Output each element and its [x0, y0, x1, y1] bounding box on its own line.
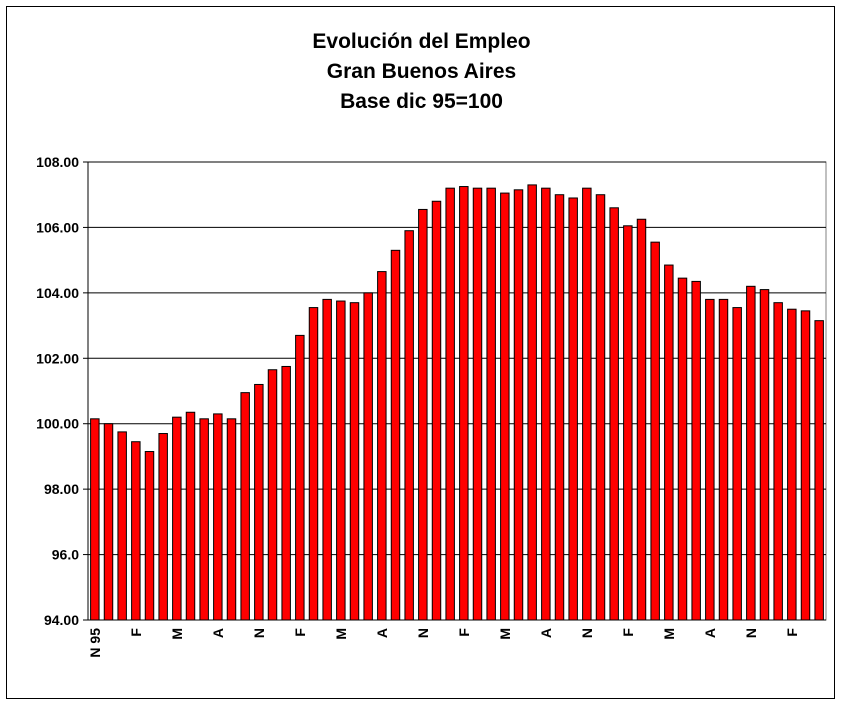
bar [718, 298, 729, 621]
plot-area [87, 161, 827, 621]
bar [650, 241, 660, 621]
bar [513, 189, 524, 621]
x-tick-label: M [333, 628, 349, 640]
bar [308, 307, 319, 621]
bar [172, 416, 182, 621]
bar [787, 308, 797, 621]
x-tick-label: F [620, 628, 636, 637]
bar [418, 208, 428, 621]
y-tick-label: 102.00 [36, 350, 79, 366]
x-tick-label: A [702, 628, 718, 638]
bar [582, 187, 592, 621]
x-tick-label: M [661, 628, 677, 640]
bar [390, 249, 401, 621]
bar [486, 187, 496, 621]
chart-title-line-1: Evolución del Empleo [312, 30, 531, 53]
bar [554, 194, 565, 621]
bar [404, 230, 414, 621]
bar [377, 271, 387, 621]
bar [609, 207, 619, 621]
bar [103, 423, 114, 621]
bar [213, 413, 223, 621]
bar [144, 451, 155, 621]
bar [199, 418, 209, 621]
y-axis-ticks: 94.00 96.0 98.00 100.00 102.00 104.00 106.00 10… [36, 154, 88, 628]
bar [90, 418, 100, 621]
bar [131, 441, 141, 621]
bar [773, 302, 783, 621]
chart-title-line-3: Base dic 95=100 [340, 90, 503, 113]
bar [500, 192, 510, 621]
bar [814, 320, 824, 621]
bar [732, 307, 742, 621]
y-tick-label: 106.00 [36, 219, 79, 235]
bar [363, 292, 373, 621]
bar [800, 310, 811, 621]
bar [117, 431, 127, 621]
bar [568, 197, 578, 621]
chart-title-line-2: Gran Buenos Aires [326, 60, 517, 83]
bar [185, 411, 196, 621]
bar [431, 200, 442, 621]
bar [254, 383, 264, 621]
y-tick-label: 96.0 [52, 547, 79, 563]
bar [295, 334, 305, 621]
y-tick-label: 104.00 [36, 285, 79, 301]
x-tick-label: F [456, 628, 472, 637]
x-tick-label: F [292, 628, 308, 637]
chart-title: Evolución del Empleo Gran Buenos Aires B… [0, 27, 843, 117]
bar [691, 280, 701, 621]
y-tick-label: 108.00 [36, 154, 79, 170]
bar [705, 298, 715, 621]
bar [281, 365, 291, 621]
bar [445, 187, 455, 621]
y-tick-label: 100.00 [36, 416, 79, 432]
bar [677, 277, 688, 621]
bar [322, 298, 332, 621]
bar [664, 264, 674, 621]
x-axis-ticks: N 95 F M A N F M A N F M A N F M A N F [87, 628, 800, 658]
bar [226, 418, 237, 621]
bar [472, 187, 483, 621]
x-tick-label: N [415, 628, 431, 638]
bar [636, 218, 647, 621]
x-tick-label: F [128, 628, 144, 637]
x-tick-label: A [210, 628, 226, 638]
x-tick-label: A [374, 628, 390, 638]
x-tick-label: M [497, 628, 513, 640]
bar [240, 392, 250, 621]
bar [158, 433, 168, 621]
bar [527, 184, 537, 621]
x-tick-label: F [784, 628, 800, 637]
x-tick-label: N [251, 628, 267, 638]
grid-lines [88, 161, 826, 556]
x-tick-label: N [743, 628, 759, 638]
x-tick-label: A [538, 628, 554, 638]
bar [541, 187, 551, 621]
bars [90, 184, 824, 621]
bar [349, 302, 360, 621]
bar [623, 225, 633, 621]
x-tick-label: N [579, 628, 595, 638]
bar [759, 289, 770, 621]
x-tick-label: M [169, 628, 185, 640]
bar [336, 300, 346, 621]
bar [459, 186, 469, 621]
bar [595, 194, 606, 621]
y-tick-label: 98.00 [44, 481, 79, 497]
x-tick-label: N 95 [87, 628, 103, 658]
bar [267, 369, 278, 621]
y-tick-label: 94.00 [44, 612, 79, 628]
bar [746, 285, 756, 621]
